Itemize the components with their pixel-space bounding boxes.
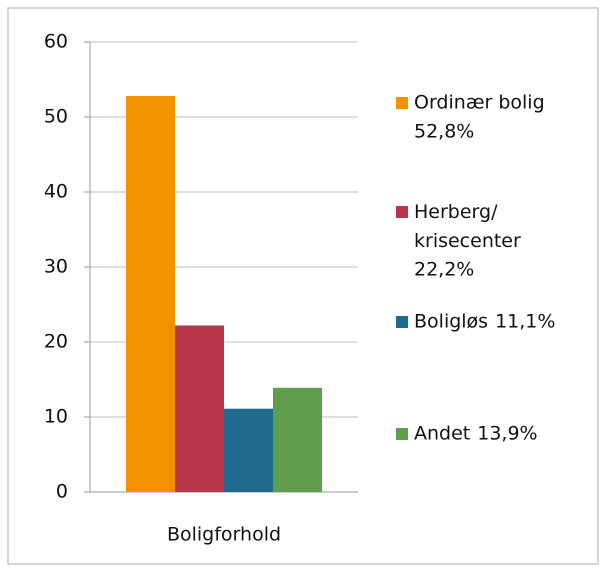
- bar: [224, 408, 273, 492]
- legend-swatch: [396, 206, 408, 218]
- bar: [273, 387, 322, 492]
- y-tick-label: 30: [44, 256, 68, 278]
- y-tick-label: 50: [44, 106, 68, 128]
- y-tick-label: 10: [44, 406, 68, 428]
- legend-swatch: [396, 428, 408, 440]
- legend-value: 13,9%: [477, 423, 537, 445]
- legend-label: Andet: [414, 423, 470, 445]
- x-tick-label: Boligforhold: [167, 524, 281, 546]
- y-tick-label: 20: [44, 331, 68, 353]
- legend-label: Ordinær bolig: [414, 92, 545, 114]
- bar: [175, 325, 224, 492]
- y-tick-label: 0: [56, 481, 68, 503]
- legend-swatch: [396, 316, 408, 328]
- legend-value: 22,2%: [414, 259, 474, 281]
- legend-value: 52,8%: [414, 121, 474, 143]
- legend-value: 11,1%: [495, 311, 555, 333]
- legend-label: Boligløs: [414, 311, 488, 333]
- y-tick-label: 40: [44, 181, 68, 203]
- legend-label: Herberg/krisecenter: [414, 201, 521, 252]
- bar: [126, 96, 175, 492]
- legend-swatch: [396, 97, 408, 109]
- y-tick-label: 60: [44, 31, 68, 53]
